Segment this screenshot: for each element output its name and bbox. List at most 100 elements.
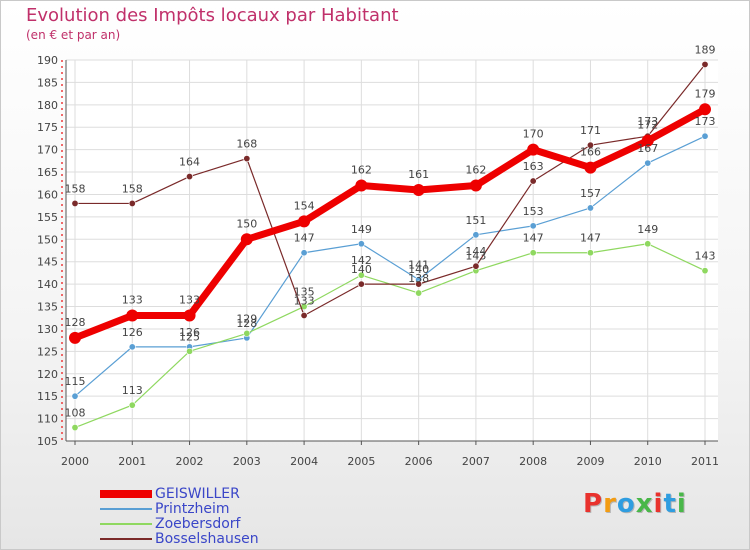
data-label: 179 (695, 87, 716, 100)
chart-title: Evolution des Impôts locaux par Habitant (26, 5, 399, 26)
y-tick-label: 180 (37, 99, 58, 112)
x-tick-label: 2010 (634, 455, 662, 468)
data-label: 154 (294, 199, 315, 212)
data-point (701, 267, 709, 275)
legend-swatch (100, 523, 152, 525)
data-point (641, 134, 654, 147)
data-label: 163 (523, 160, 544, 173)
data-label: 153 (523, 205, 544, 218)
data-point (243, 329, 251, 337)
data-point (644, 159, 652, 167)
data-point (71, 392, 79, 400)
data-point (472, 262, 480, 270)
legend-item: Bosselshausen (100, 531, 360, 547)
data-point (243, 155, 251, 163)
y-tick-label: 185 (37, 76, 58, 89)
data-label: 141 (408, 259, 429, 272)
data-label: 128 (236, 317, 257, 330)
legend-label: Zoebersdorf (155, 516, 241, 532)
data-label: 143 (465, 250, 486, 263)
data-point (529, 177, 537, 185)
y-tick-label: 115 (37, 390, 58, 403)
x-tick-label: 2006 (405, 455, 433, 468)
logo-letter: o (616, 489, 636, 519)
data-label: 161 (408, 168, 429, 181)
data-label: 147 (580, 232, 601, 245)
legend-label: Bosselshausen (155, 531, 259, 547)
data-point (357, 271, 365, 279)
data-point (644, 240, 652, 248)
x-tick-label: 2007 (462, 455, 490, 468)
y-tick-label: 155 (37, 211, 58, 224)
data-label: 140 (351, 263, 372, 276)
data-label: 128 (65, 316, 86, 329)
data-label: 172 (637, 119, 658, 132)
data-point (699, 103, 711, 116)
data-point (472, 231, 480, 239)
plot-area (66, 60, 718, 441)
x-tick-label: 2001 (118, 455, 146, 468)
series-line-printzheim (74, 135, 706, 397)
data-label: 135 (294, 286, 315, 299)
data-point (186, 347, 194, 355)
x-tick-label: 2000 (61, 455, 89, 468)
data-point (527, 143, 540, 156)
legend-item: Printzheim (100, 501, 360, 517)
data-point (357, 240, 365, 248)
y-tick-label: 140 (37, 278, 58, 291)
x-tick-label: 2002 (176, 455, 204, 468)
x-tick-label: 2009 (576, 455, 604, 468)
y-tick-label: 170 (37, 144, 58, 157)
data-label: 147 (294, 232, 315, 245)
data-label: 138 (408, 272, 429, 285)
series-line-bosselshausen (74, 63, 706, 317)
data-label: 164 (179, 156, 200, 169)
series-line-geiswiller (71, 105, 709, 342)
data-point (701, 60, 709, 68)
x-tick-label: 2008 (519, 455, 547, 468)
data-label: 133 (179, 293, 200, 306)
data-label: 149 (637, 223, 658, 236)
legend-item: GEISWILLER (100, 486, 360, 502)
x-tick-label: 2011 (691, 455, 719, 468)
y-tick-label: 150 (37, 233, 58, 246)
data-point (469, 179, 482, 192)
data-label: 140 (408, 263, 429, 276)
data-label: 129 (236, 312, 257, 325)
data-point (128, 401, 136, 409)
data-point (586, 141, 594, 149)
data-label: 173 (695, 115, 716, 128)
data-point (69, 331, 81, 344)
data-label: 166 (580, 146, 601, 159)
data-label: 143 (695, 250, 716, 263)
data-label: 162 (465, 164, 486, 177)
legend-label: Printzheim (155, 501, 230, 517)
data-point (412, 183, 425, 196)
logo-letter: r (603, 489, 617, 519)
data-label: 144 (465, 245, 486, 258)
legend-swatch (100, 508, 152, 510)
y-tick-label: 125 (37, 345, 58, 358)
data-label: 147 (523, 232, 544, 245)
data-label: 157 (580, 187, 601, 200)
data-point (128, 199, 136, 207)
data-label: 126 (122, 326, 143, 339)
data-point (240, 233, 253, 246)
data-point (586, 249, 594, 257)
logo-letter: i (676, 489, 687, 519)
data-point (183, 309, 196, 322)
data-point (701, 132, 709, 140)
x-tick-label: 2003 (233, 455, 261, 468)
data-label: 133 (294, 294, 315, 307)
data-point (300, 311, 308, 319)
data-point (357, 280, 365, 288)
logo-letter: i (653, 489, 664, 519)
logo-letter: P (583, 489, 604, 519)
y-tick-label: 145 (37, 256, 58, 269)
data-label: 151 (465, 214, 486, 227)
data-point (300, 249, 308, 257)
data-label: 115 (65, 375, 86, 388)
y-tick-label: 190 (37, 54, 58, 67)
data-label: 113 (122, 384, 143, 397)
